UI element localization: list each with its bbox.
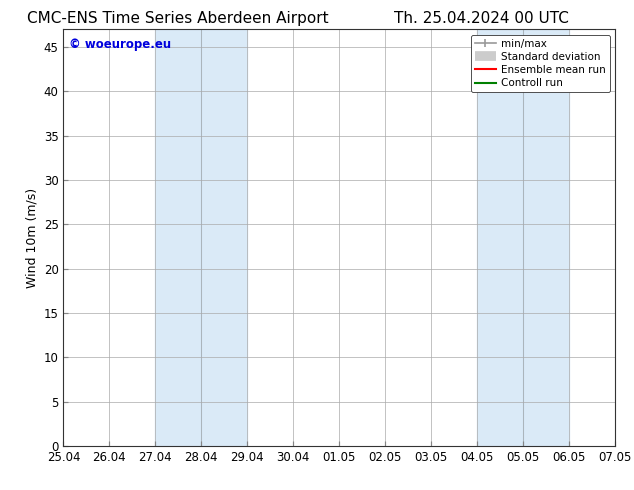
Y-axis label: Wind 10m (m/s): Wind 10m (m/s) xyxy=(25,188,38,288)
Text: © woeurope.eu: © woeurope.eu xyxy=(69,38,171,51)
Text: CMC-ENS Time Series Aberdeen Airport: CMC-ENS Time Series Aberdeen Airport xyxy=(27,11,328,26)
Bar xyxy=(155,29,247,446)
Text: Th. 25.04.2024 00 UTC: Th. 25.04.2024 00 UTC xyxy=(394,11,569,26)
Bar xyxy=(477,29,569,446)
Legend: min/max, Standard deviation, Ensemble mean run, Controll run: min/max, Standard deviation, Ensemble me… xyxy=(470,35,610,92)
